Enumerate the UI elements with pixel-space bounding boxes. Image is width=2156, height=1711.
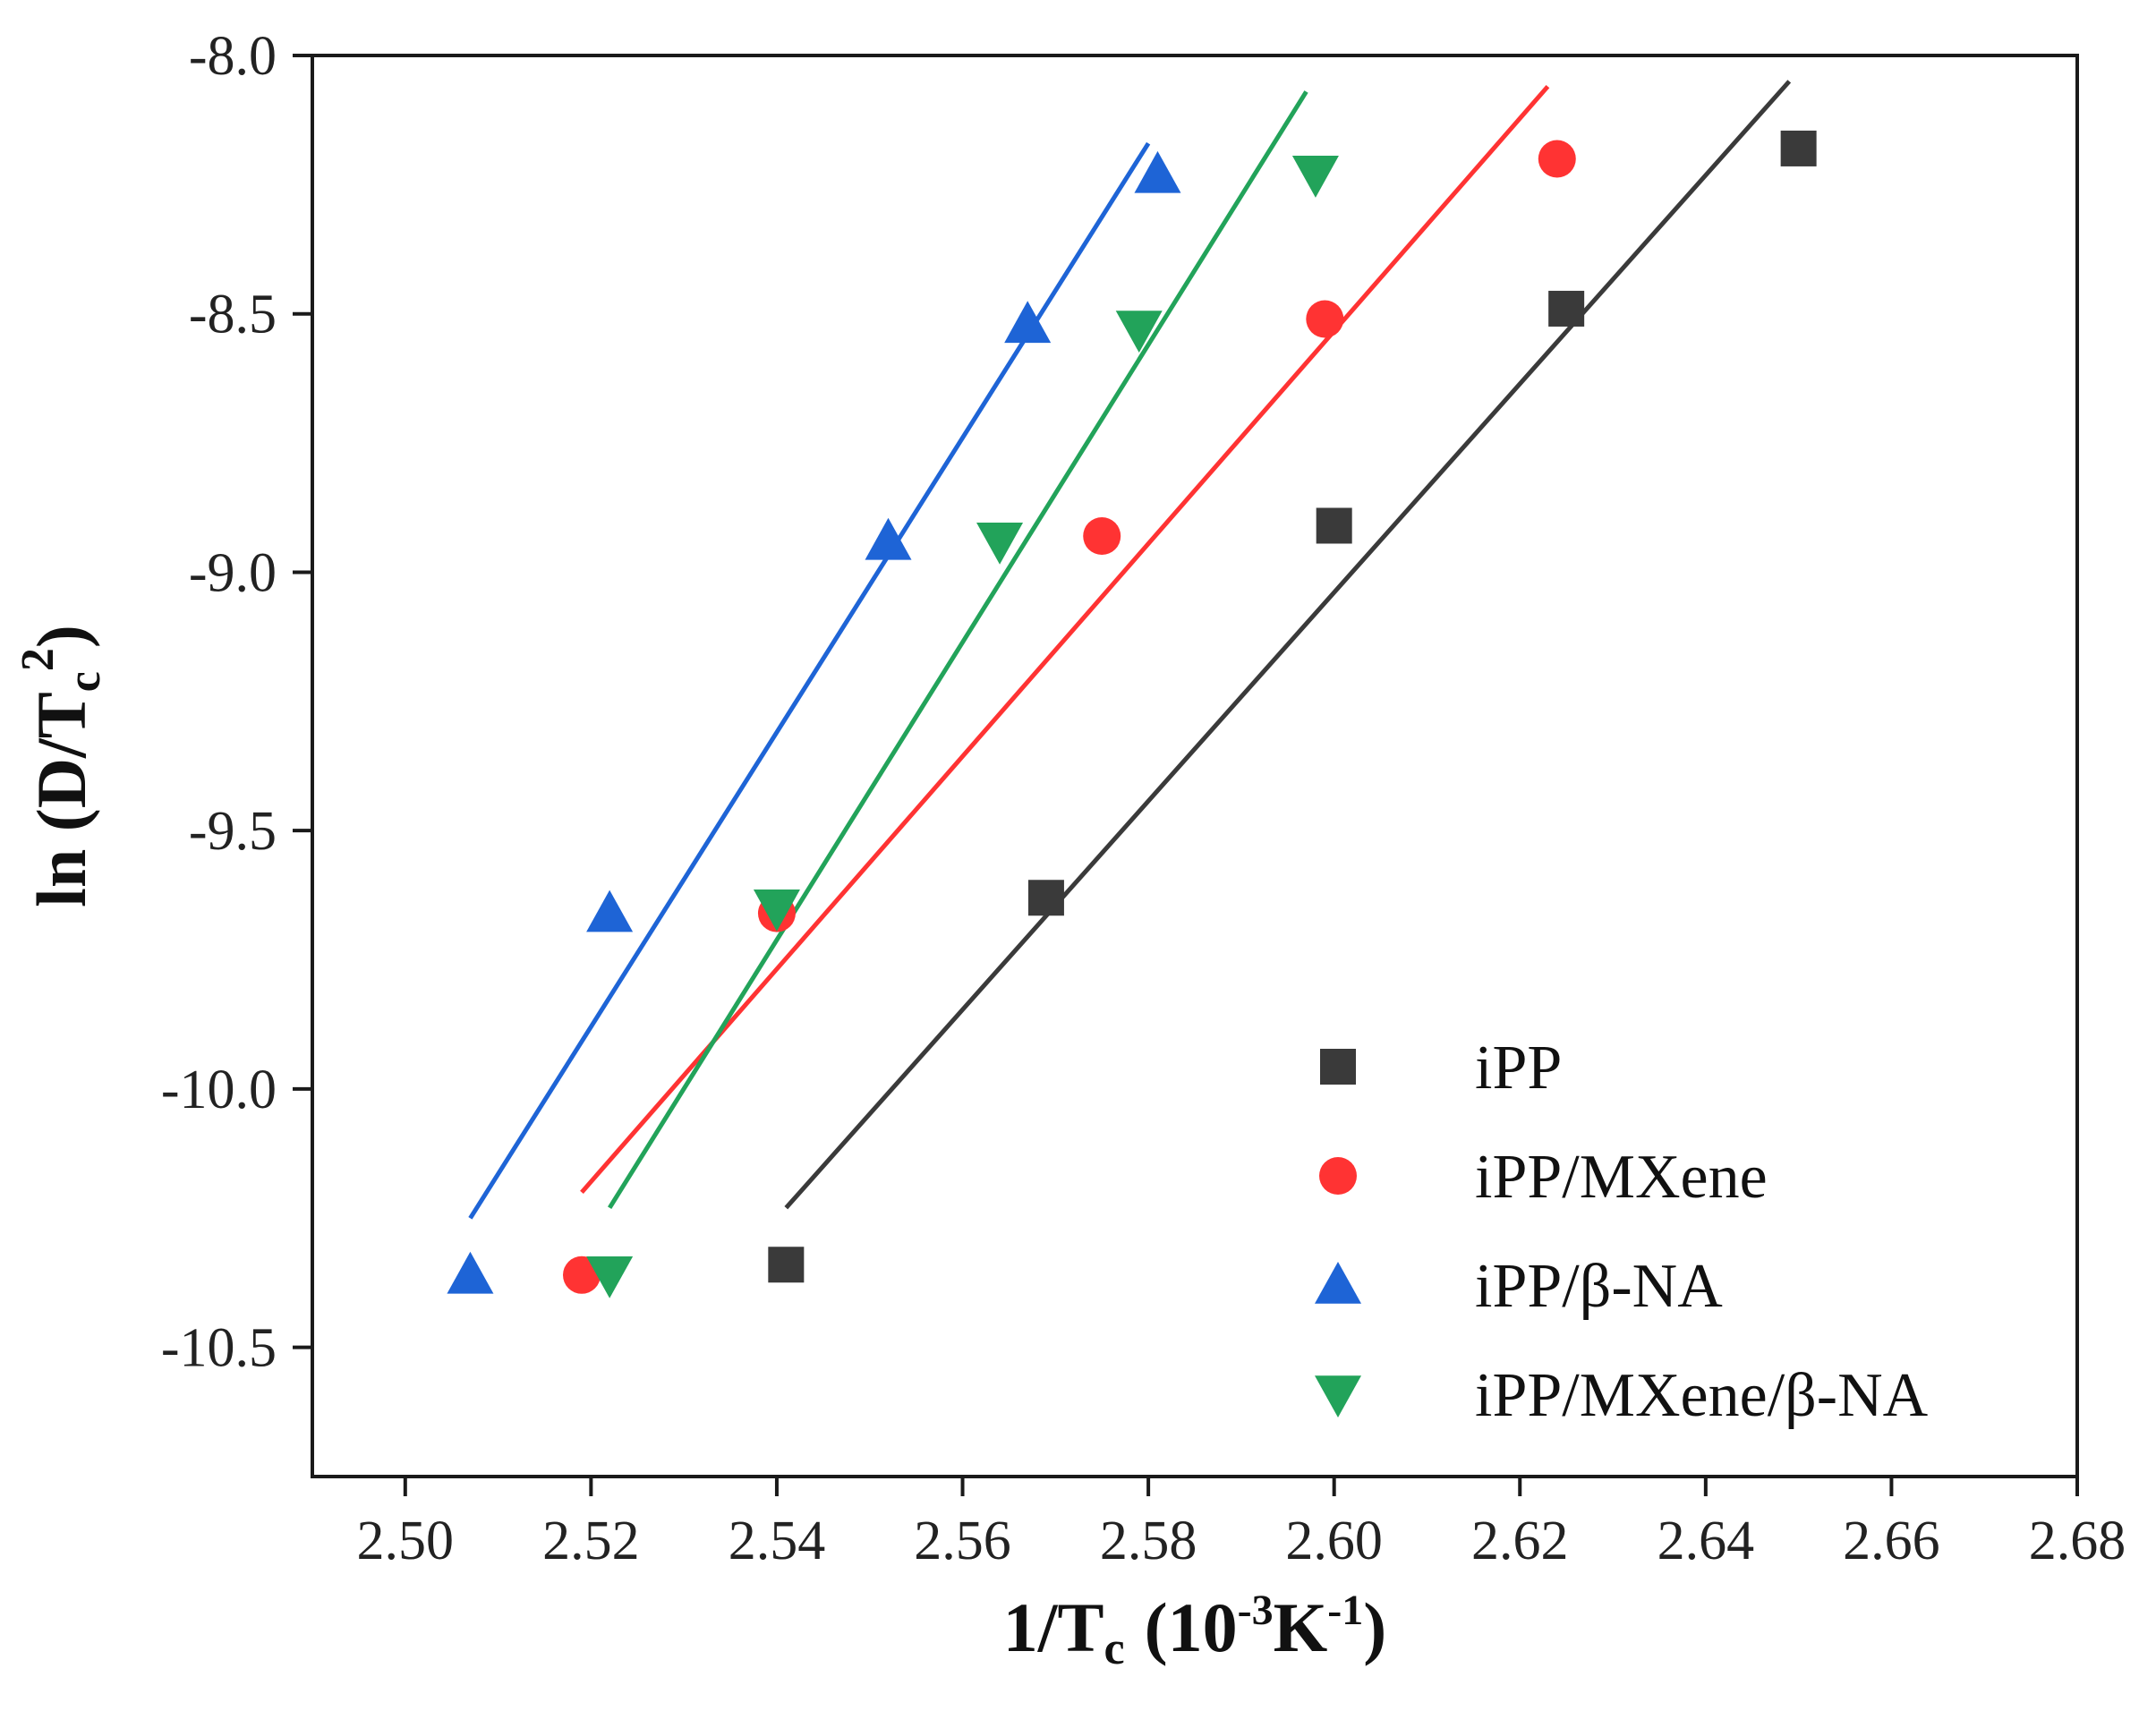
fit-line	[608, 90, 1308, 1210]
y-axis-title-prefix: ln (D/T	[22, 692, 100, 907]
x-axis-title-unit-k: K	[1274, 1588, 1328, 1666]
x-tick-label: 2.66	[1843, 1511, 1940, 1571]
x-axis-title-prefix: 1/T	[1003, 1588, 1104, 1666]
x-tick-label: 2.56	[914, 1511, 1011, 1571]
data-point	[1316, 507, 1352, 544]
fit-line	[580, 85, 1550, 1195]
y-tick-label: -9.0	[189, 542, 277, 603]
legend-label: iPP/MXene/β-NA	[1475, 1361, 1929, 1430]
data-point	[976, 523, 1024, 565]
data-point	[865, 517, 912, 560]
y-axis-ticks: -8.0 -8.5 -9.0 -9.5 -10.0 -10.5	[161, 26, 312, 1379]
data-markers	[447, 130, 1817, 1298]
y-axis-title: ln (D/Tc2)	[13, 625, 110, 907]
x-tick-label: 2.52	[542, 1511, 640, 1571]
legend-label: iPP/β-NA	[1475, 1252, 1723, 1321]
x-axis-ticks: 2.50 2.52 2.54 2.56 2.58 2.60 2.62 2.64 2.66 2.68	[357, 1477, 2126, 1571]
x-tick-label: 2.62	[1471, 1511, 1569, 1571]
x-axis-title-exponent-1: -3	[1238, 1587, 1274, 1634]
data-point	[1134, 150, 1181, 193]
y-axis-title-suffix: )	[22, 625, 100, 648]
legend: iPP iPP/MXene iPP/β-NA iPP/MXene/β-NA	[1315, 1034, 1929, 1430]
y-tick-label: -8.5	[189, 285, 277, 345]
x-tick-label: 2.54	[729, 1511, 826, 1571]
y-axis-title-superscript: 2	[13, 648, 64, 671]
x-tick-label: 2.68	[2029, 1511, 2126, 1571]
data-point	[562, 1256, 601, 1294]
data-point	[753, 890, 800, 932]
legend-label: iPP	[1475, 1034, 1562, 1102]
data-point	[1780, 130, 1817, 166]
data-point	[1548, 290, 1585, 327]
legend-marker	[1315, 1375, 1361, 1417]
data-point	[1291, 156, 1339, 198]
data-point	[586, 1256, 634, 1298]
legend-marker	[1319, 1157, 1357, 1195]
data-point	[1027, 880, 1064, 916]
data-point	[447, 1251, 494, 1294]
y-tick-label: -10.5	[161, 1318, 277, 1379]
data-point	[1538, 140, 1576, 178]
y-tick-label: -10.0	[161, 1060, 277, 1120]
plot-area	[311, 54, 2079, 1478]
legend-marker	[1315, 1262, 1361, 1304]
data-point	[1083, 517, 1121, 556]
data-point	[1004, 301, 1052, 344]
x-axis-title-exponent-2: -1	[1327, 1587, 1363, 1634]
fit-line	[784, 80, 1792, 1210]
data-point	[1115, 311, 1163, 353]
data-point	[586, 890, 634, 932]
x-axis-title: 1/Tc (10-3K-1)	[1003, 1587, 1386, 1674]
data-point	[1306, 300, 1344, 338]
x-axis-title-unit-open: (10	[1145, 1588, 1238, 1666]
y-tick-label: -8.0	[189, 26, 277, 87]
legend-label: iPP/MXene	[1475, 1143, 1768, 1212]
x-tick-label: 2.58	[1100, 1511, 1197, 1571]
data-point	[768, 1247, 805, 1283]
x-tick-label: 2.50	[357, 1511, 455, 1571]
x-axis-title-unit-close: )	[1363, 1588, 1386, 1666]
x-tick-label: 2.60	[1285, 1511, 1383, 1571]
y-axis-title-subscript: c	[59, 671, 110, 692]
x-tick-label: 2.64	[1657, 1511, 1755, 1571]
legend-marker	[1320, 1049, 1356, 1085]
y-tick-label: -9.5	[189, 801, 277, 862]
x-axis-title-subscript: c	[1104, 1623, 1125, 1674]
